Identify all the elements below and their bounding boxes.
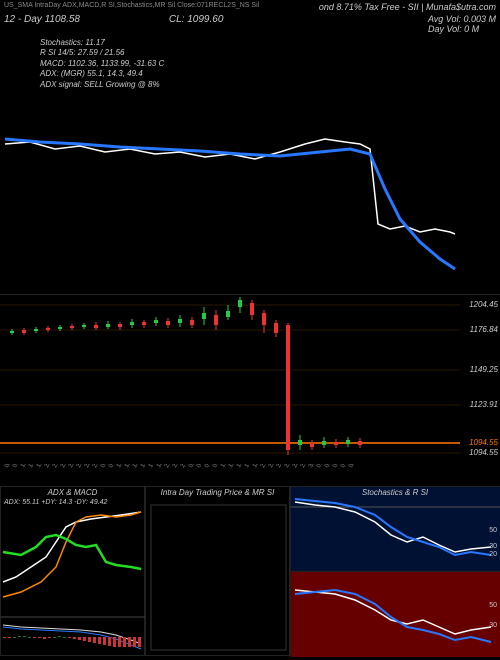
panel-title: ADX & MACD (1, 488, 144, 497)
scale-label: 20 (489, 551, 497, 558)
adx-macd-panel[interactable]: ADX & MACD ADX: 55.11 +DY: 14.3 -DY: 49.… (0, 486, 145, 656)
header-line-2: 12 - Day 1108.58 CL: 1099.60 Avg Vol: 0.… (0, 14, 500, 34)
stochastics-value: Stochastics: 11.17 (40, 38, 494, 48)
top-indicators-label: US_SMA IntraDay ADX,MACD,R SI,Stochastic… (4, 2, 259, 12)
stochastics-rsi-panel[interactable]: Stochastics & R SI 50 3020 (290, 486, 500, 571)
watermark: ond 8.71% Tax Free - SII | Munafa$utra.c… (319, 2, 496, 12)
scale-label: 30 (489, 622, 497, 629)
intraday-panel[interactable]: Intra Day Trading Price & MR SI (145, 486, 290, 656)
price-level-label: 1094.55 (469, 448, 498, 457)
price-level-label: 1149.25 (470, 365, 498, 374)
panel-title: Intra Day Trading Price & MR SI (146, 488, 289, 497)
lower-rsi-panel[interactable]: 50 30 (290, 571, 500, 656)
scale-label: 50 (489, 602, 497, 609)
adx-signal: ADX signal: SELL Growing @ 8% (40, 80, 494, 90)
bottom-panels: ADX & MACD ADX: 55.11 +DY: 14.3 -DY: 49.… (0, 486, 500, 656)
panel-subtitle: ADX: 55.11 +DY: 14.3 -DY: 49.42 (4, 499, 107, 506)
candlestick-chart[interactable]: 1204.45 1176.84 1149.25 1123.91 1094.551094.… (0, 294, 500, 464)
rsi-value: R SI 14/5: 27.59 / 21.56 (40, 48, 494, 58)
price-level-label: 1094.55 (469, 438, 498, 447)
macd-value: MACD: 1102.36, 1133.99, -31.63 C (40, 59, 494, 69)
adx-value: ADX: (MGR) 55.1, 14.3, 49.4 (40, 69, 494, 79)
sma-label: 12 - Day 1108.58 (4, 14, 80, 25)
price-level-label: 1176.84 (470, 325, 498, 334)
date-axis: 08-Sep09-Sep12-Sep14-Sep15-Sep20-Sep21-S… (0, 464, 500, 486)
top-bar: US_SMA IntraDay ADX,MACD,R SI,Stochastic… (0, 0, 500, 14)
main-price-chart[interactable] (0, 94, 500, 294)
close-label: CL: 1099.60 (169, 14, 224, 25)
price-level-label: 1204.45 (469, 300, 498, 309)
scale-label: 50 (489, 527, 497, 534)
panel-title: Stochastics & R SI (291, 488, 499, 497)
scale-label: 30 (489, 543, 497, 550)
indicator-summary: Stochastics: 11.17 R SI 14/5: 27.59 / 21… (0, 34, 500, 94)
price-level-label: 1123.91 (470, 400, 498, 409)
avg-vol: Avg Vol: 0.003 M (428, 14, 496, 24)
day-vol: Day Vol: 0 M (428, 24, 496, 34)
